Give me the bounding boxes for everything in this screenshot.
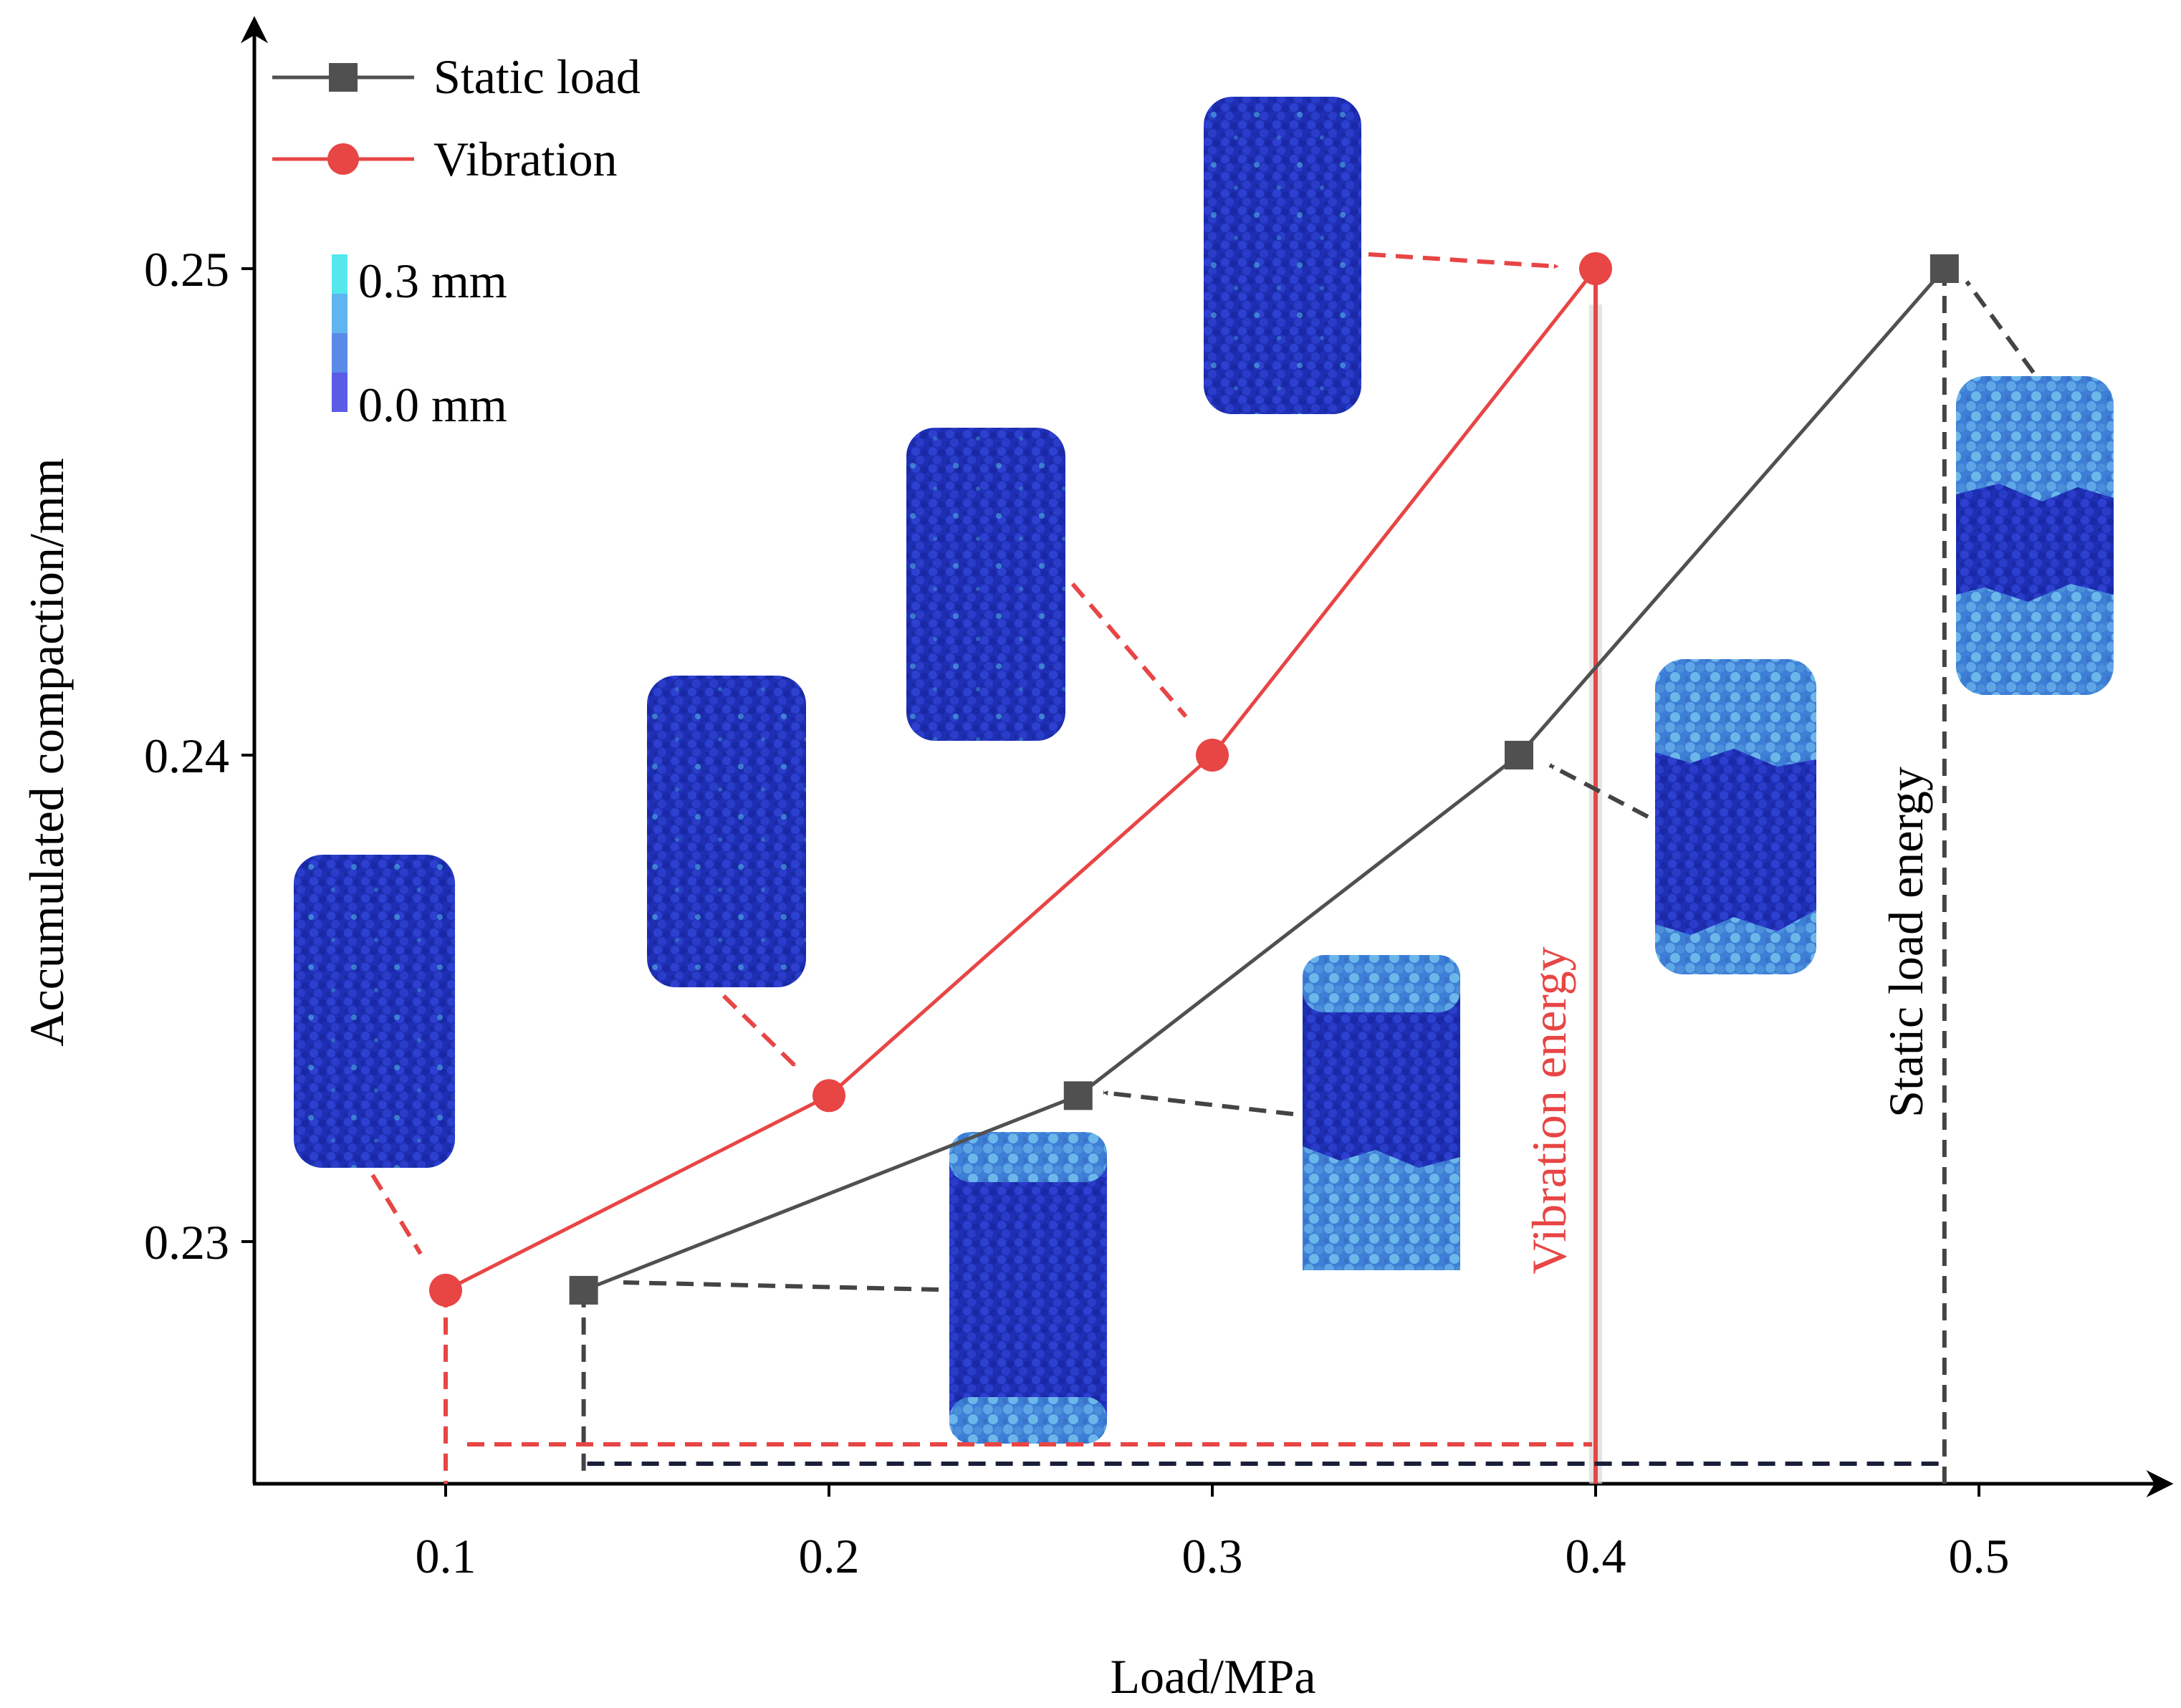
static-load-energy-label: Static load energy: [1879, 767, 1933, 1118]
y-axis-label: Accumulated compaction/mm: [19, 458, 74, 1046]
vibration-point: [813, 1079, 845, 1113]
energy-guides: [444, 269, 1947, 1484]
x-tick-label: 0.3: [1182, 1529, 1243, 1583]
legend-static-marker: [329, 63, 358, 92]
vibration-energy-label: Vibration energy: [1522, 946, 1576, 1274]
x-axis-label: Load/MPa: [1110, 1649, 1315, 1704]
y-tick-label: 0.24: [144, 729, 229, 783]
legend-vibration-marker: [327, 143, 359, 175]
static-load-point: [1505, 741, 1533, 769]
specimen-vibration-0.3: [906, 428, 1065, 741]
vibration-point: [1196, 739, 1229, 772]
specimen-static-3: [1655, 659, 1816, 974]
y-tick-label: 0.23: [144, 1215, 229, 1270]
colorbar-max-label: 0.3 mm: [358, 254, 507, 308]
arrow-static-4: [1965, 280, 2036, 374]
x-ticks: 0.1 0.2 0.3 0.4 0.5: [416, 1484, 2010, 1583]
specimen-arrows: [370, 252, 2036, 1292]
arrow-vib-4: [1368, 252, 1559, 269]
specimen-static-1: [949, 1132, 1107, 1444]
colorbar-min-label: 0.0 mm: [358, 378, 507, 432]
arrow-vib-3: [1070, 582, 1188, 718]
vibration-point: [1579, 252, 1612, 285]
colorbar: 0.3 mm 0.0 mm: [332, 254, 507, 432]
specimen-static-4: [1956, 376, 2114, 695]
arrow-static-3: [1548, 763, 1649, 819]
x-tick-label: 0.5: [1949, 1529, 2010, 1583]
colorbar-step-bottom: [332, 373, 347, 412]
specimen-images: [294, 97, 2114, 1444]
colorbar-step-2: [332, 294, 347, 333]
specimen-vibration-0.4: [1204, 97, 1361, 414]
arrow-vib-1: [370, 1174, 423, 1255]
x-tick-label: 0.1: [416, 1529, 476, 1583]
series-layer: [429, 252, 1959, 1307]
specimen-vibration-0.2: [647, 676, 806, 987]
specimen-static-2: [1303, 955, 1460, 1270]
vibration-point: [429, 1273, 462, 1307]
static-load-point: [1063, 1081, 1093, 1110]
colorbar-step-top: [332, 254, 347, 294]
y-tick-label: 0.25: [144, 242, 229, 297]
x-tick-label: 0.4: [1566, 1529, 1626, 1583]
x-tick-label: 0.2: [799, 1529, 860, 1583]
series-line-static-load: [583, 267, 1946, 1292]
legend-vibration-label: Vibration: [433, 132, 618, 186]
arrow-static-2: [1103, 1090, 1294, 1116]
arrow-vib-2: [722, 994, 797, 1068]
colorbar-step-3: [332, 333, 347, 373]
legend-static-label: Static load: [433, 49, 641, 104]
series-line-vibration: [444, 267, 1597, 1292]
static-load-point: [569, 1275, 598, 1305]
static-load-point: [1930, 254, 1959, 283]
y-ticks: 0.23 0.24 0.25: [144, 242, 254, 1270]
legend: Static load Vibration: [272, 49, 641, 186]
arrow-static-1: [623, 1280, 939, 1292]
specimen-vibration-0.1: [294, 855, 455, 1168]
